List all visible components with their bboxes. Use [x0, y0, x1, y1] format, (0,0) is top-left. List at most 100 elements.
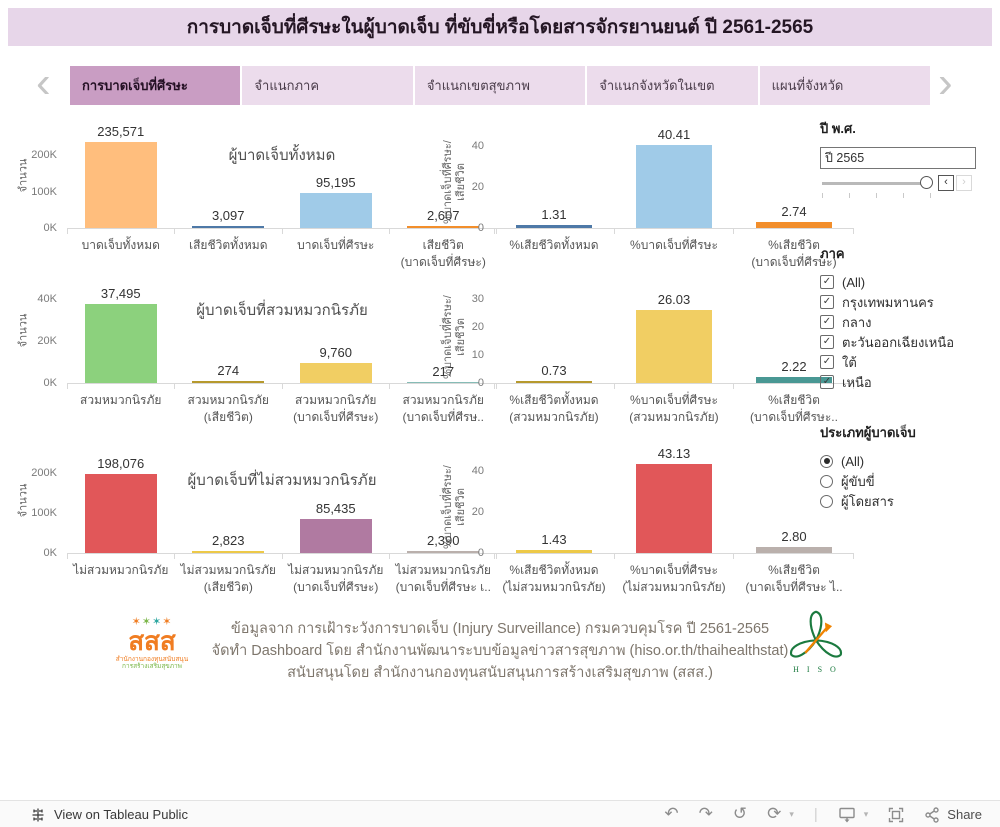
view-on-tableau-label: View on Tableau Public [54, 807, 188, 822]
bar-helmet-injured-2[interactable] [299, 363, 372, 383]
region-option-4[interactable]: ✓ ใต้ [820, 352, 996, 372]
bar-value-label: 43.13 [657, 446, 691, 461]
year-slider-track[interactable] [822, 182, 930, 185]
y-axis-tick: 0K [43, 377, 57, 389]
tableau-toolbar: View on Tableau Public ↶ ↷ ↺ ⟳ ▾ | ▾ [0, 800, 1000, 827]
bar-total-injured-1[interactable] [192, 226, 265, 228]
bar-helmet-pct-1[interactable] [636, 310, 712, 383]
x-axis [494, 229, 855, 234]
y-axis: %บาดเจ็บที่ศีรษะ/เสียชีวิต 0 20 40 [442, 123, 492, 234]
bar-value-label: 235,571 [97, 124, 145, 139]
x-axis-label: บาดเจ็บที่ศีรษะ [297, 238, 375, 252]
toolbar-divider: | [813, 806, 818, 823]
device-caret-icon[interactable]: ▾ [863, 809, 869, 819]
bar-value-label: 1.31 [541, 207, 567, 222]
bar-no-helmet-injured-1[interactable] [192, 551, 265, 553]
region-option-3[interactable]: ✓ ตะวันออกเฉียงเหนือ [820, 332, 996, 352]
bar-total-pct-1[interactable] [636, 145, 712, 228]
tab-2[interactable]: จำแนกเขตสุขภาพ [414, 66, 586, 105]
bar-total-injured-3[interactable] [407, 226, 480, 228]
x-axis-label: %บาดเจ็บที่ศีรษะ [630, 238, 718, 252]
checkbox-icon[interactable]: ✓ [820, 275, 834, 289]
region-option-5[interactable]: ✓ เหนือ [820, 372, 996, 392]
bar-helmet-injured-3[interactable] [407, 382, 480, 383]
tab-0[interactable]: การบาดเจ็บที่ศีรษะ [70, 66, 241, 105]
bar-helmet-injured-0[interactable] [84, 304, 157, 383]
undo-icon[interactable]: ↶ [664, 804, 679, 824]
injured-type-option-label: ผู้ขับขี่ [841, 473, 875, 489]
y-axis-tick: 10 [471, 349, 484, 361]
radio-icon[interactable] [820, 494, 833, 508]
x-axis-labels: %เสียชีวิตทั้งหมด (ไม่สวมหมวกนิรภัย) %บาดเ… [494, 559, 854, 596]
bar-no-helmet-pct-1[interactable] [636, 464, 712, 553]
bar-value-label: 9,760 [319, 345, 353, 360]
refresh-caret-icon[interactable]: ▾ [789, 809, 794, 819]
bar-helmet-injured-1[interactable] [192, 381, 265, 383]
bar-total-pct-0[interactable] [516, 225, 592, 228]
radio-icon[interactable] [820, 474, 833, 488]
footer-credits: ข้อมูลจาก การเฝ้าระวังการบาดเจ็บ (Injury… [180, 618, 820, 684]
year-filter-label: ปี พ.ศ. [820, 121, 856, 136]
chart-helmet-injured: จำนวน 0K 20K 40K ผู้บาดเจ็บที่สวมหมวกนิรภัย… [15, 278, 497, 426]
year-prev-button[interactable]: ‹ [938, 175, 954, 191]
y-axis-tick: 20 [471, 180, 484, 193]
bar-total-injured-2[interactable] [299, 193, 372, 228]
injured-type-option-1[interactable]: ผู้ขับขี่ [820, 471, 996, 491]
refresh-icon[interactable]: ⟳ [767, 804, 782, 824]
device-layout-icon[interactable] [838, 807, 856, 823]
share-button[interactable]: Share [924, 806, 982, 823]
region-option-2[interactable]: ✓ กลาง [820, 312, 996, 332]
sss-logo-subtext2: การสร้างเสริมสุขภาพ [122, 663, 182, 670]
checkbox-icon[interactable]: ✓ [820, 295, 834, 309]
region-option-1[interactable]: ✓ กรุงเทพมหานคร [820, 292, 996, 312]
bar-value-label: 2.74 [781, 204, 807, 219]
bar-value-label: 95,195 [315, 175, 356, 190]
plot-area: 1.31 40.41 2.74 [494, 123, 854, 229]
share-label: Share [947, 807, 982, 822]
tabs-scroll-right-icon[interactable]: › [938, 58, 953, 107]
checkbox-icon[interactable]: ✓ [820, 375, 834, 389]
year-next-button[interactable]: › [956, 175, 972, 191]
view-on-tableau-link[interactable]: View on Tableau Public [30, 807, 188, 823]
y-axis-tick: 20 [471, 321, 484, 333]
bar-no-helmet-injured-2[interactable] [299, 519, 372, 553]
y-axis-tick: 200K [31, 149, 57, 162]
redo-icon[interactable]: ↷ [698, 804, 713, 824]
bar-no-helmet-pct-2[interactable] [756, 547, 832, 553]
checkbox-icon[interactable]: ✓ [820, 315, 834, 329]
x-axis [67, 554, 497, 559]
region-option-0[interactable]: ✓ (All) [820, 272, 996, 292]
y-axis: %บาดเจ็บที่ศีรษะ/เสียชีวิต 0 20 40 [442, 448, 492, 559]
y-axis-title: จำนวน [17, 483, 30, 518]
bar-total-pct-2[interactable] [756, 222, 832, 228]
y-axis-tick: 0 [477, 377, 484, 389]
fullscreen-icon[interactable] [888, 807, 904, 823]
bar-helmet-pct-2[interactable] [756, 377, 832, 383]
year-filter-input[interactable] [820, 147, 976, 169]
radio-icon[interactable] [820, 454, 833, 468]
tab-4[interactable]: แผนที่จังหวัด [759, 66, 931, 105]
tab-1[interactable]: จำแนกภาค [242, 66, 413, 105]
x-axis-label: บาดเจ็บทั้งหมด [81, 238, 160, 252]
bar-helmet-pct-0[interactable] [516, 381, 592, 383]
x-axis-label: %เสียชีวิต (บาดเจ็บที่ศีรษะ.. [750, 393, 838, 424]
title-bar: การบาดเจ็บที่ศีรษะในผู้บาดเจ็บ ที่ขับขี่… [8, 8, 992, 46]
chart-title: ผู้บาดเจ็บทั้งหมด [228, 147, 336, 164]
injured-type-option-2[interactable]: ผู้โดยสาร [820, 491, 996, 511]
tab-3[interactable]: จำแนกจังหวัดในเขต [587, 66, 758, 105]
bar-no-helmet-pct-0[interactable] [516, 550, 592, 553]
y-axis-tick: 0 [477, 547, 484, 559]
y-axis-tick: 30 [471, 293, 484, 305]
checkbox-icon[interactable]: ✓ [820, 355, 834, 369]
injured-type-option-0[interactable]: (All) [820, 451, 996, 471]
bar-value-label: 3,097 [211, 208, 245, 223]
bar-no-helmet-injured-3[interactable] [407, 551, 480, 553]
y-axis: จำนวน 0K 100K 200K [15, 123, 65, 234]
year-slider-handle[interactable] [920, 176, 933, 189]
checkbox-icon[interactable]: ✓ [820, 335, 834, 349]
bar-no-helmet-injured-0[interactable] [84, 474, 157, 553]
replay-icon[interactable]: ↺ [732, 804, 748, 824]
tabs-scroll-left-icon[interactable]: ‹ [36, 58, 51, 107]
bar-total-injured-0[interactable] [84, 142, 157, 228]
